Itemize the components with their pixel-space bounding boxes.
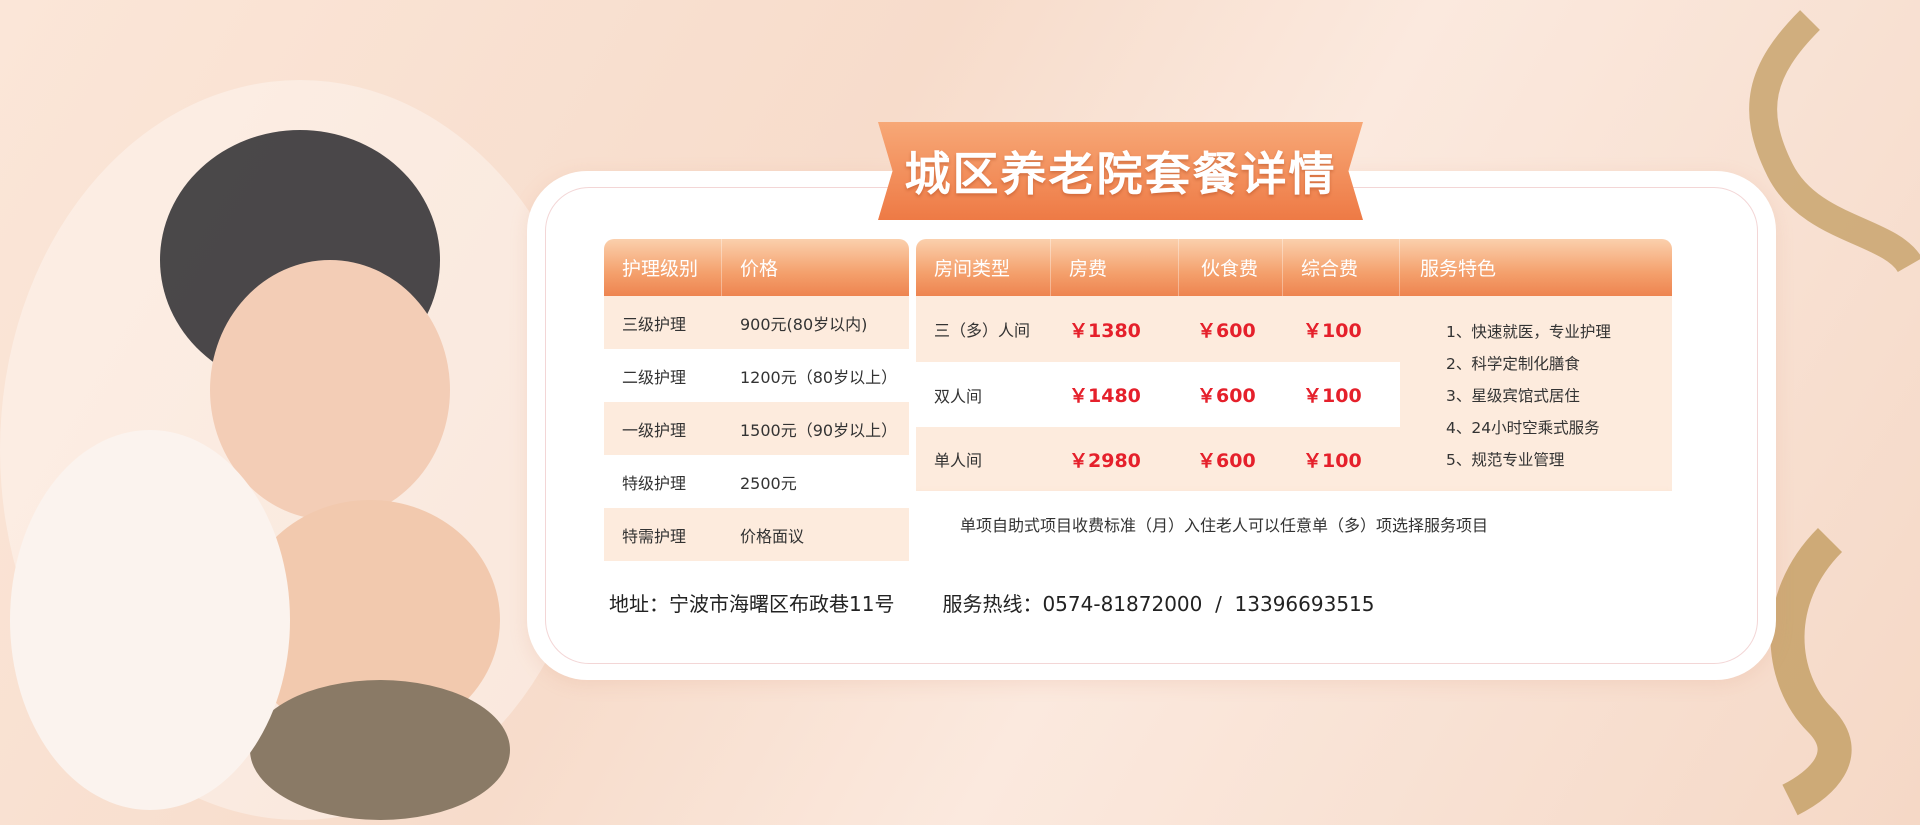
- photo-baby-clothes: [250, 680, 510, 820]
- photo-face: [210, 260, 450, 520]
- header-price: 价格: [740, 258, 779, 280]
- ribbon-upper: [1749, 10, 1920, 274]
- meal-fee: ￥600: [1197, 319, 1256, 342]
- general-fee: ￥100: [1303, 385, 1362, 407]
- header-room-fee: 房费: [1051, 239, 1179, 296]
- table-row: 三级护理 900元(80岁以内): [604, 296, 909, 349]
- room-type: 单人间: [934, 451, 983, 470]
- room-fee-table: 房间类型 房费 伙食费 综合费 服务特色 三（多）人间 ￥1380 ￥600 ￥…: [916, 239, 1672, 557]
- care-price: 价格面议: [740, 526, 805, 546]
- care-price: 2500元: [740, 473, 797, 493]
- room-type: 双人间: [934, 386, 983, 406]
- care-level: 二级护理: [622, 367, 687, 387]
- care-level-table: 护理级别 价格 三级护理 900元(80岁以内) 二级护理 1200元（80岁以上）…: [604, 239, 909, 561]
- page-title: 城区养老院套餐详情: [904, 147, 1337, 201]
- care-level: 特需护理: [622, 526, 687, 546]
- table-row: 一级护理 1500元（90岁以上）: [604, 402, 909, 455]
- care-table-header: 护理级别 价格: [604, 239, 909, 296]
- feature-item: 3、星级宾馆式居住: [1446, 387, 1580, 405]
- contact-info: 地址：宁波市海曙区布政巷11号 服务热线：0574-81872000 / 133…: [609, 588, 1375, 617]
- care-level: 三级护理: [622, 314, 687, 334]
- header-service-features: 服务特色: [1420, 258, 1497, 280]
- feature-item: 2、科学定制化膳食: [1446, 355, 1580, 373]
- care-level: 一级护理: [622, 420, 687, 440]
- table-row: 二级护理 1200元（80岁以上）: [604, 349, 909, 402]
- table-row: 特级护理 2500元: [604, 455, 909, 508]
- room-table-header: 房间类型 房费 伙食费 综合费 服务特色: [916, 239, 1672, 296]
- room-fee: ￥1380: [1069, 319, 1141, 342]
- header-room-type: 房间类型: [916, 239, 1051, 296]
- care-price: 1500元（90岁以上）: [740, 420, 898, 440]
- header-meal-fee: 伙食费: [1179, 239, 1283, 296]
- feature-item: 5、规范专业管理: [1446, 451, 1565, 469]
- photo-elderly-woman-with-baby: [0, 80, 600, 820]
- meal-fee: ￥600: [1197, 385, 1256, 407]
- address: 地址：宁波市海曙区布政巷11号: [609, 592, 895, 616]
- general-fee: ￥100: [1303, 319, 1362, 342]
- care-level: 特级护理: [622, 473, 687, 493]
- table-row: 特需护理 价格面议: [604, 508, 909, 561]
- general-fee: ￥100: [1303, 449, 1362, 472]
- fee-footnote: 单项自助式项目收费标准（月）入住老人可以任意单（多）项选择服务项目: [916, 491, 1672, 557]
- title-banner: 城区养老院套餐详情: [878, 122, 1363, 220]
- service-features-list: 1、快速就医，专业护理 2、科学定制化膳食 3、星级宾馆式居住 4、24小时空乘…: [1400, 296, 1672, 491]
- header-care-level: 护理级别: [604, 239, 722, 296]
- header-general-fee: 综合费: [1283, 239, 1400, 296]
- room-type: 三（多）人间: [934, 321, 1031, 340]
- service-hotline: 服务热线：0574-81872000 / 13396693515: [942, 592, 1375, 616]
- feature-item: 4、24小时空乘式服务: [1446, 419, 1600, 437]
- table-row: 双人间 ￥1480 ￥600 ￥100: [916, 362, 1400, 427]
- care-price: 900元(80岁以内): [740, 314, 868, 334]
- table-row: 单人间 ￥2980 ￥600 ￥100: [916, 427, 1400, 491]
- room-rows: 三（多）人间 ￥1380 ￥600 ￥100 双人间 ￥1480 ￥600 ￥1…: [916, 296, 1672, 491]
- feature-item: 1、快速就医，专业护理: [1446, 323, 1611, 341]
- photo-baby: [240, 500, 500, 740]
- meal-fee: ￥600: [1197, 449, 1256, 472]
- ribbon-lower: [1770, 527, 1852, 816]
- gold-ribbon-decoration: [1749, 10, 1920, 816]
- care-price: 1200元（80岁以上）: [740, 367, 898, 387]
- table-row: 三（多）人间 ￥1380 ￥600 ￥100: [916, 296, 1400, 362]
- room-fee: ￥1480: [1069, 385, 1141, 407]
- photo-coat: [10, 430, 290, 810]
- room-fee: ￥2980: [1069, 449, 1141, 472]
